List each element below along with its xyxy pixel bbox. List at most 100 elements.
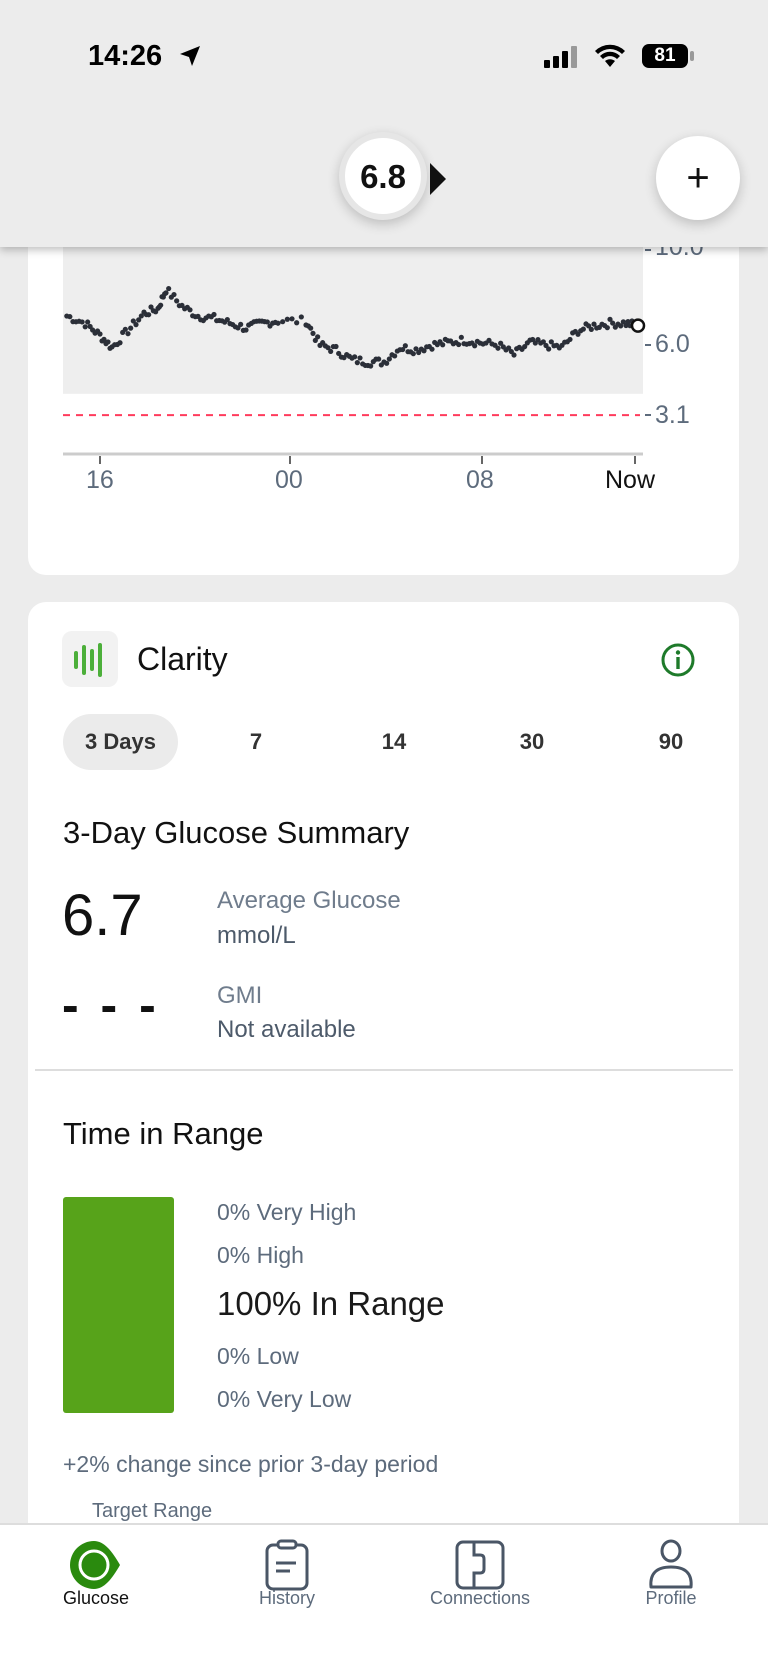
glucose-icon xyxy=(70,1541,120,1589)
glucose-reading-dot xyxy=(298,314,304,320)
glucose-reading-dot xyxy=(105,339,111,345)
glucose-reading-dot xyxy=(384,360,390,366)
glucose-reading-dot xyxy=(333,343,339,350)
glucose-reading-dot xyxy=(82,324,88,330)
time-in-range-bar xyxy=(63,1197,174,1413)
target-range-band xyxy=(63,246,643,394)
glucose-reading-dot xyxy=(386,356,392,362)
tir-in-range: 100% In Range xyxy=(217,1285,445,1322)
glucose-reading-dot xyxy=(310,330,316,336)
glucose-reading-dot xyxy=(122,326,128,332)
x-tick-label: 16 xyxy=(86,466,114,494)
glucose-reading-dot xyxy=(308,325,314,331)
tab-30-days[interactable]: 30 xyxy=(519,729,545,754)
summary-title: 3-Day Glucose Summary xyxy=(63,815,410,850)
glucose-reading-dot xyxy=(79,319,85,325)
glucose-reading-dot xyxy=(472,343,478,349)
x-tick-label-now: Now xyxy=(605,466,656,494)
info-icon[interactable] xyxy=(660,642,696,678)
tir-very-low: 0% Very Low xyxy=(217,1386,352,1412)
glucose-reading-dot xyxy=(357,355,363,361)
glucose-reading-dot xyxy=(325,345,331,351)
wifi-icon xyxy=(595,44,625,67)
time-in-range-title: Time in Range xyxy=(63,1116,264,1151)
glucose-reading-dot xyxy=(264,319,270,325)
tab-14-days[interactable]: 14 xyxy=(381,729,407,754)
glucose-reading-dot xyxy=(567,336,573,343)
glucose-reading-dot xyxy=(130,318,136,324)
bottom-nav: Glucose History Connections Profile xyxy=(0,1523,768,1668)
gmi-value: - - - xyxy=(62,977,160,1033)
clipboard-icon xyxy=(265,1539,309,1591)
nav-history[interactable]: History xyxy=(212,1525,362,1625)
glucose-reading-dot xyxy=(187,307,193,313)
battery-cap xyxy=(690,51,694,61)
tab-3-days[interactable]: 3 Days xyxy=(63,714,178,770)
glucose-reading-dot xyxy=(607,316,613,322)
glucose-reading-dot xyxy=(623,322,629,329)
nav-label: Glucose xyxy=(62,1588,130,1608)
glucose-reading-dot xyxy=(67,314,73,320)
signal-icon xyxy=(544,46,577,68)
glucose-reading-dot xyxy=(604,325,610,331)
glucose-reading-dot xyxy=(238,321,244,327)
glucose-reading-dot xyxy=(275,320,281,326)
glucose-reading-dot xyxy=(546,346,552,352)
glucose-reading-dot xyxy=(101,336,107,342)
glucose-reading-dot xyxy=(352,354,358,360)
glucose-reading-dot xyxy=(133,322,139,328)
glucose-reading-dot xyxy=(591,321,597,327)
tab-90-days[interactable]: 90 xyxy=(658,729,684,754)
glucose-reading-dot xyxy=(511,352,517,358)
gmi-status: Not available xyxy=(217,1016,356,1043)
glucose-reading-dot xyxy=(392,353,398,359)
glucose-reading-dot xyxy=(328,348,334,355)
glucose-reading-dot xyxy=(580,326,586,332)
glucose-reading-dot xyxy=(211,311,217,318)
nav-label: History xyxy=(258,1588,315,1608)
nav-profile[interactable]: Profile xyxy=(596,1525,746,1625)
glucose-reading-dot xyxy=(548,339,554,345)
glucose-reading-dot xyxy=(588,326,594,332)
glucose-reading-dot xyxy=(429,346,435,352)
glucose-reading-dot xyxy=(85,319,91,325)
glucose-reading-dot xyxy=(495,345,501,351)
clarity-title: Clarity xyxy=(137,641,228,677)
clarity-logo-icon xyxy=(62,631,118,687)
glucose-reading-dot xyxy=(498,340,504,346)
nav-glucose[interactable]: Glucose xyxy=(21,1525,171,1625)
glucose-reading-dot xyxy=(610,320,616,326)
glucose-chart[interactable] xyxy=(0,0,768,600)
x-tick-label: 08 xyxy=(466,466,494,494)
latest-reading-dot xyxy=(630,318,646,333)
glucose-reading-dot xyxy=(97,331,103,337)
glucose-reading-dot xyxy=(620,319,626,325)
change-text: +2% change since prior 3-day period xyxy=(63,1451,439,1477)
glucose-reading-dot xyxy=(138,313,144,319)
glucose-reading-dot xyxy=(174,298,180,304)
tab-7-days[interactable]: 7 xyxy=(249,729,263,754)
glucose-reading-dot xyxy=(625,318,631,325)
average-glucose-value: 6.7 xyxy=(62,883,143,948)
glucose-reading-dot xyxy=(315,334,321,340)
nav-connections[interactable]: Connections xyxy=(405,1525,555,1625)
glucose-reading-dot xyxy=(158,302,164,308)
average-glucose-label: Average Glucose xyxy=(217,887,401,914)
y-tick-label: 6.0 xyxy=(655,330,690,358)
add-event-button[interactable]: + xyxy=(656,136,740,220)
glucose-reading-dot xyxy=(456,341,462,348)
glucose-reading-dot xyxy=(402,343,408,349)
glucose-reading-dot xyxy=(413,346,419,352)
glucose-reading-dot xyxy=(618,323,624,329)
glucose-reading-dot xyxy=(146,312,152,318)
glucose-reading-dot xyxy=(522,344,528,350)
glucose-reading-dot xyxy=(284,316,290,322)
location-icon xyxy=(180,46,200,66)
glucose-reading-dot xyxy=(125,331,131,337)
nav-label: Profile xyxy=(645,1588,697,1608)
glucose-reading-dot xyxy=(117,340,123,346)
current-glucose-bubble[interactable]: 6.8 xyxy=(339,132,427,220)
glucose-reading-dot xyxy=(376,356,382,362)
glucose-reading-dot xyxy=(148,304,154,310)
glucose-reading-dot xyxy=(128,325,134,331)
